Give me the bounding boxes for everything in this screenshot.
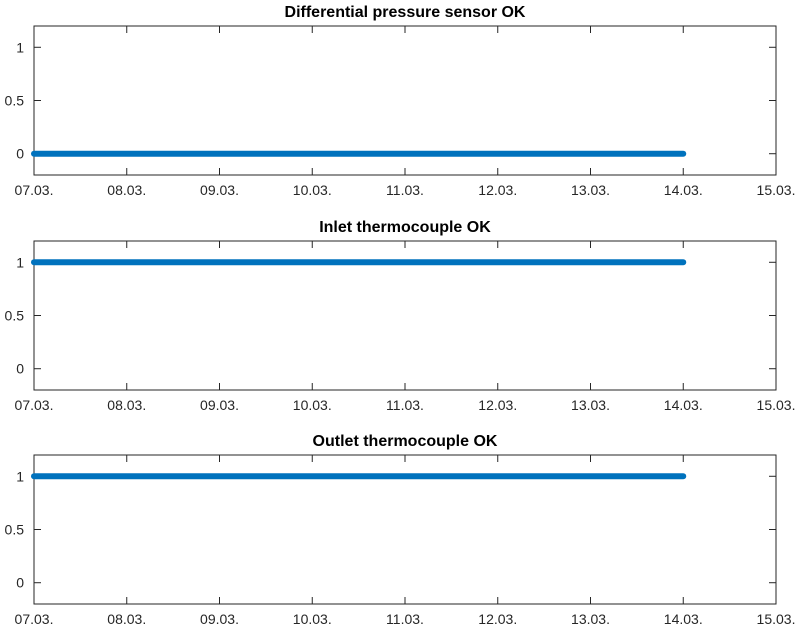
x-tick-label: 13.03. (571, 611, 610, 627)
x-tick-label: 10.03. (293, 611, 332, 627)
subplot-title: Inlet thermocouple OK (319, 219, 491, 236)
x-tick-label: 15.03. (757, 611, 796, 627)
x-tick-label: 09.03. (200, 397, 239, 413)
x-tick-label: 11.03. (386, 397, 424, 413)
x-tick-label: 11.03. (386, 611, 424, 627)
axes-box (33, 240, 777, 391)
x-tick-label: 10.03. (293, 397, 332, 413)
x-tick-label: 11.03. (386, 182, 424, 198)
x-tick-label: 08.03. (107, 182, 146, 198)
x-tick-label: 08.03. (107, 611, 146, 627)
y-tick-label: 1 (16, 468, 24, 484)
x-tick-label: 14.03. (664, 611, 703, 627)
x-tick-label: 12.03. (478, 611, 517, 627)
x-tick-label: 09.03. (200, 182, 239, 198)
y-tick-label: 1 (16, 39, 24, 55)
x-tick-label: 07.03. (15, 397, 54, 413)
y-tick-label: 0.5 (5, 522, 25, 538)
x-tick-label: 10.03. (293, 182, 332, 198)
y-tick-label: 0.5 (5, 93, 25, 109)
axes-box (33, 454, 777, 605)
x-tick-label: 15.03. (757, 182, 796, 198)
x-tick-label: 12.03. (478, 182, 517, 198)
x-tick-label: 09.03. (200, 611, 239, 627)
x-tick-label: 14.03. (664, 182, 703, 198)
y-tick-label: 0 (16, 575, 24, 591)
x-tick-label: 07.03. (15, 611, 54, 627)
x-tick-label: 13.03. (571, 397, 610, 413)
subplot-2: Inlet thermocouple OK 07.03. 08.03. 09.03. 1… (5, 219, 796, 413)
y-tick-label: 1 (16, 254, 24, 270)
y-tick-label: 0 (16, 361, 24, 377)
subplot-title: Differential pressure sensor OK (285, 4, 526, 21)
x-tick-label: 07.03. (15, 182, 54, 198)
x-tick-label: 14.03. (664, 397, 703, 413)
subplot-1: Differential pressure sensor OK 07.03. 08.… (5, 4, 796, 198)
x-tick-label: 08.03. (107, 397, 146, 413)
x-tick-label: 15.03. (757, 397, 796, 413)
x-tick-label: 12.03. (478, 397, 517, 413)
subplot-title: Outlet thermocouple OK (313, 433, 498, 450)
y-tick-label: 0 (16, 146, 24, 162)
subplot-3: Outlet thermocouple OK 07.03. 08.03. 09.03.… (5, 433, 796, 627)
axes-box (33, 25, 777, 176)
x-tick-label: 13.03. (571, 182, 610, 198)
y-tick-label: 0.5 (5, 308, 25, 324)
